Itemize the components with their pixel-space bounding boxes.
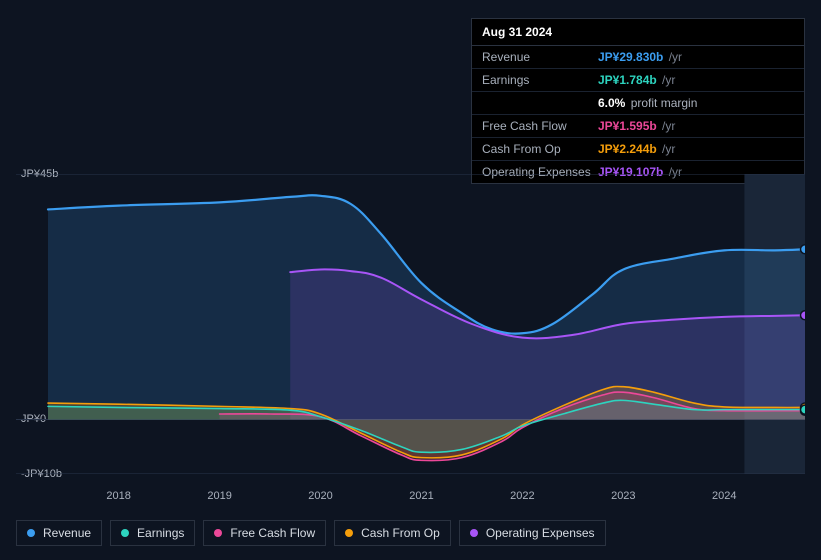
tooltip-label: Revenue (482, 50, 598, 64)
financial-chart[interactable]: JP¥45bJP¥0-JP¥10b (16, 158, 805, 482)
legend-label: Cash From Op (361, 526, 440, 540)
legend-dot-icon (27, 529, 35, 537)
legend-item-revenue[interactable]: Revenue (16, 520, 102, 546)
tooltip-value: JP¥1.595b /yr (598, 119, 675, 133)
legend-item-free-cash-flow[interactable]: Free Cash Flow (203, 520, 326, 546)
tooltip-value: JP¥1.784b /yr (598, 73, 675, 87)
legend-dot-icon (345, 529, 353, 537)
legend-item-operating-expenses[interactable]: Operating Expenses (459, 520, 606, 546)
tooltip-label: Earnings (482, 73, 598, 87)
x-axis-label: 2018 (106, 490, 130, 502)
legend-label: Earnings (137, 526, 184, 540)
tooltip-row: 6.0% profit margin (472, 92, 804, 115)
tooltip-value: JP¥2.244b /yr (598, 142, 675, 156)
x-axis-label: 2023 (611, 490, 635, 502)
chart-legend: Revenue Earnings Free Cash Flow Cash From O… (16, 520, 606, 546)
tooltip-row: RevenueJP¥29.830b /yr (472, 46, 804, 69)
legend-item-cash-from-op[interactable]: Cash From Op (334, 520, 451, 546)
legend-item-earnings[interactable]: Earnings (110, 520, 195, 546)
legend-dot-icon (214, 529, 222, 537)
legend-dot-icon (121, 529, 129, 537)
legend-label: Operating Expenses (486, 526, 595, 540)
x-axis-label: 2020 (308, 490, 332, 502)
x-axis-label: 2019 (207, 490, 231, 502)
tooltip-label (482, 96, 598, 110)
tooltip-date: Aug 31 2024 (472, 19, 804, 46)
tooltip-row: Free Cash FlowJP¥1.595b /yr (472, 115, 804, 138)
chart-x-axis: 2018 2019 2020 2021 2022 2023 2024 (0, 490, 789, 506)
tooltip-value: 6.0% profit margin (598, 96, 697, 110)
x-axis-label: 2022 (510, 490, 534, 502)
tooltip-label: Free Cash Flow (482, 119, 598, 133)
tooltip-label: Cash From Op (482, 142, 598, 156)
tooltip-row: EarningsJP¥1.784b /yr (472, 69, 804, 92)
legend-label: Free Cash Flow (230, 526, 315, 540)
tooltip-value: JP¥29.830b /yr (598, 50, 682, 64)
x-axis-label: 2024 (712, 490, 736, 502)
x-axis-label: 2021 (409, 490, 433, 502)
chart-plot (16, 174, 805, 474)
legend-label: Revenue (43, 526, 91, 540)
legend-dot-icon (470, 529, 478, 537)
